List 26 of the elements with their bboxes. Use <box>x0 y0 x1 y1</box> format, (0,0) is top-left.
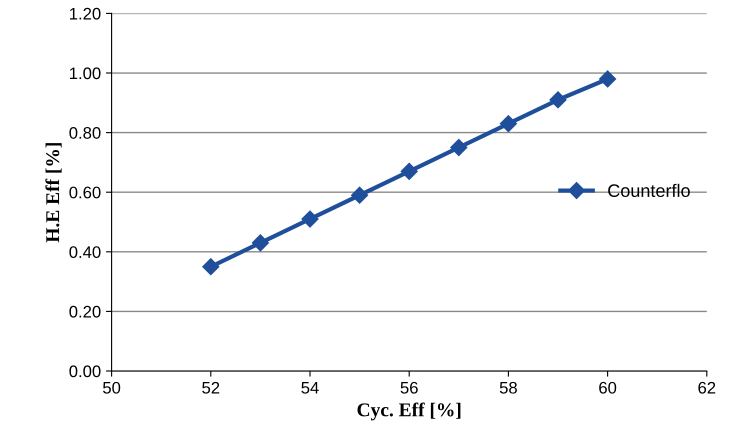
y-tick-label: 1.00 <box>70 67 101 80</box>
x-tick-label: 52 <box>202 382 220 394</box>
x-tick-label: 60 <box>599 382 616 394</box>
y-tick-label: 1.20 <box>70 8 101 20</box>
legend-label: Counterflo <box>608 184 690 198</box>
x-axis-title: Cyc. Eff [%] <box>358 402 460 420</box>
point <box>202 258 220 276</box>
x-tick-label: 58 <box>500 382 517 394</box>
point <box>599 70 616 88</box>
y-tick-label: 0.60 <box>69 186 101 198</box>
point <box>500 115 517 132</box>
y-tick-label: 0.00 <box>69 365 101 378</box>
point <box>252 234 269 252</box>
x-tick-label: 56 <box>400 382 418 394</box>
y-tick-label: 0.80 <box>69 127 101 139</box>
point <box>301 210 319 228</box>
point <box>450 138 468 156</box>
point <box>549 91 567 108</box>
x-tick-label: 62 <box>698 382 716 394</box>
x-tick-label: 50 <box>103 382 120 394</box>
y-axis-title: H.E Eff [%] <box>45 143 62 242</box>
point <box>351 186 368 204</box>
point <box>400 162 418 180</box>
y-tick-label: 0.40 <box>69 246 101 258</box>
y-tick-label: 0.20 <box>69 306 101 318</box>
x-tick-label: 54 <box>301 382 319 394</box>
